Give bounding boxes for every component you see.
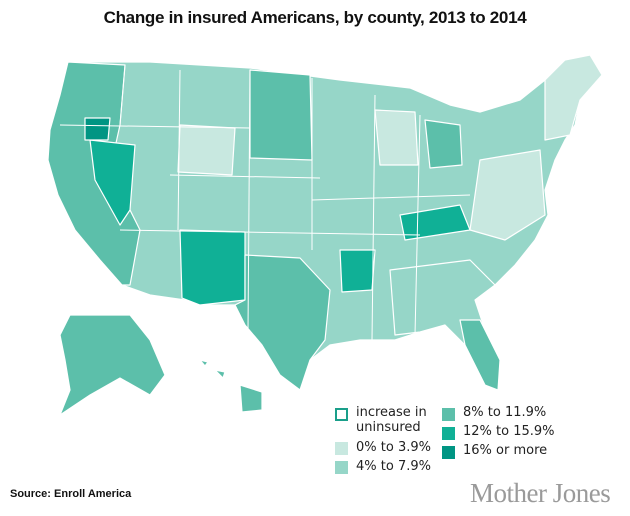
region-michigan <box>424 119 463 169</box>
region-wyoming <box>177 124 236 176</box>
mother-jones-logo: Mother Jones <box>470 478 611 508</box>
map-title: Change in insured Americans, by county, … <box>103 8 527 27</box>
source-note: Source: Enroll America <box>10 488 132 500</box>
legend-swatch-increase <box>335 408 348 421</box>
hawaii <box>199 359 263 413</box>
legend-swatch-12-16 <box>442 427 455 440</box>
legend-swatch-4-8 <box>335 461 348 474</box>
legend-label: 8% to 11.9% <box>463 405 547 420</box>
legend-label: 16% or more <box>463 443 548 458</box>
region-mid-atlantic <box>469 149 546 241</box>
legend-label: 12% to 15.9% <box>463 424 555 439</box>
region-new-england <box>544 54 603 141</box>
legend-label: 4% to 7.9% <box>356 459 431 474</box>
region-nevada <box>89 139 136 226</box>
legend-swatch-8-12 <box>442 408 455 421</box>
legend-label: increase in uninsured <box>356 405 427 435</box>
region-wisconsin <box>374 109 419 166</box>
region-texas <box>234 254 331 391</box>
region-dakotas <box>249 69 313 161</box>
region-southwest <box>179 229 246 306</box>
legend-swatch-0-4 <box>335 442 348 455</box>
alaska <box>59 314 166 416</box>
legend-label: 0% to 3.9% <box>356 440 431 455</box>
legend-swatch-16-plus <box>442 446 455 459</box>
state-borders <box>59 64 471 341</box>
region-florida <box>459 319 501 391</box>
region-oregon-core <box>84 117 111 141</box>
region-arkansas <box>339 249 376 293</box>
